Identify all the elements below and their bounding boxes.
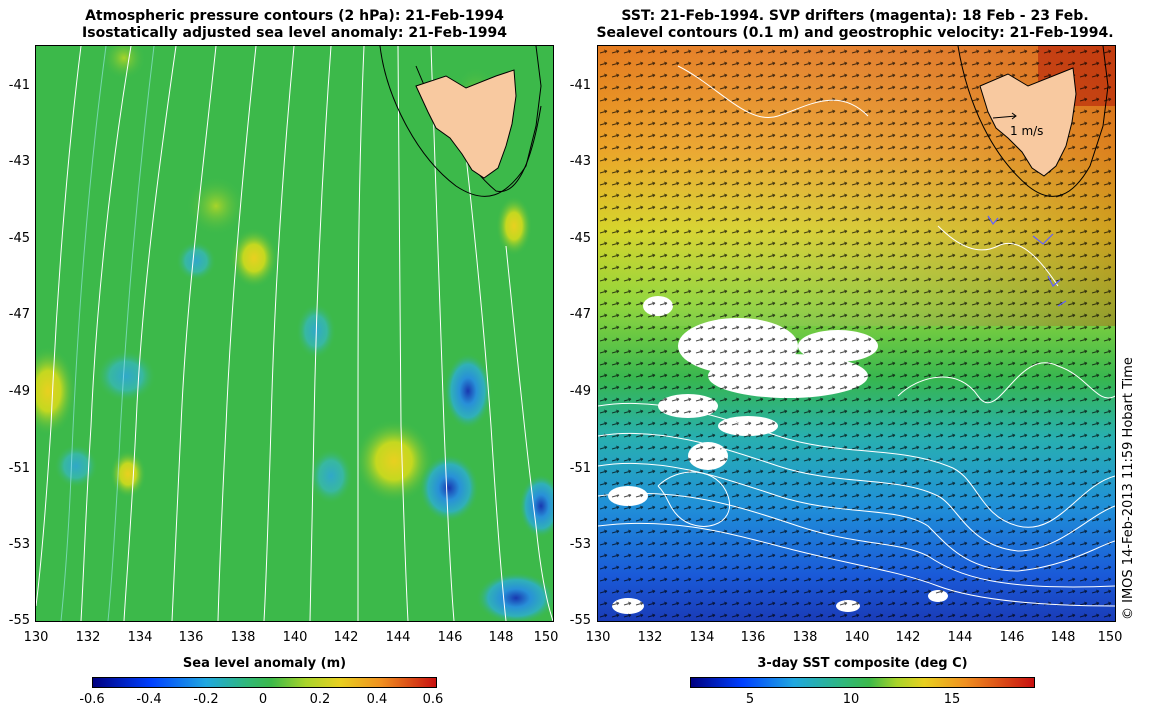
lon-label: 148 [488,630,514,645]
lon-label: 140 [844,630,870,645]
colorbar-tick: 0 [258,692,268,707]
lon-label: 138 [230,630,256,645]
lat-label: -51 [8,461,30,476]
colorbar-tick: 15 [943,692,961,707]
lat-label: -45 [8,231,30,246]
lon-label: 150 [1097,630,1123,645]
colorbar-tick: -0.2 [193,692,219,707]
lon-label: 130 [23,630,49,645]
tasmania-landmass [379,46,542,197]
lat-label: -55 [569,613,591,628]
colorbar-tick: 10 [842,692,860,707]
imos-credit: © IMOS 14-Feb-2013 11:59 Hobart Time [1121,357,1136,620]
cyan-contours [60,46,155,621]
left-title: Atmospheric pressure contours (2 hPa): 2… [36,8,553,42]
sealevel-contours [598,65,1115,607]
lat-label: -49 [8,384,30,399]
lat-label: -43 [8,154,30,169]
lon-label: 142 [333,630,359,645]
sea-level-anomaly-map[interactable] [36,46,553,621]
sst-colorbar [690,677,1035,688]
lat-label: -49 [569,384,591,399]
lat-label: -47 [569,307,591,322]
lon-label: 144 [947,630,973,645]
lon-label: 138 [792,630,818,645]
lat-label: -53 [8,537,30,552]
colorbar-tick: 0.2 [309,692,331,707]
left-map-frame [35,45,554,622]
lon-label: 148 [1050,630,1076,645]
sla-colorbar [92,677,437,688]
right-title-line1: SST: 21-Feb-1994. SVP drifters (magenta)… [621,8,1089,24]
colorbar-tick: 5 [745,692,755,707]
left-title-line1: Atmospheric pressure contours (2 hPa): 2… [85,8,504,24]
svp-drifter-tracks [987,215,1067,307]
colorbar-tick: 0.6 [422,692,444,707]
right-title-line2: Sealevel contours (0.1 m) and geostrophi… [596,25,1114,41]
lon-label: 146 [999,630,1025,645]
lon-label: 132 [637,630,663,645]
lon-label: 136 [178,630,204,645]
lat-label: -43 [569,154,591,169]
colorbar-tick: 0.4 [366,692,388,707]
lon-label: 136 [740,630,766,645]
lat-label: -55 [8,613,30,628]
lat-label: -41 [8,78,30,93]
lat-label: -47 [8,307,30,322]
lon-label: 146 [437,630,463,645]
lon-label: 140 [282,630,308,645]
right-map-frame [597,45,1116,622]
lon-label: 134 [127,630,153,645]
lat-label: -45 [569,231,591,246]
colorbar-tick: -0.4 [136,692,162,707]
left-title-line2: Isostatically adjusted sea level anomaly… [82,25,507,41]
sla-map-svg [36,46,553,621]
lon-label: 150 [533,630,559,645]
sla-colorbar-title: Sea level anomaly (m) [182,656,347,671]
right-title: SST: 21-Feb-1994. SVP drifters (magenta)… [575,8,1135,42]
sst-map[interactable]: 1 m/s [598,46,1115,621]
lon-label: 134 [689,630,715,645]
colorbar-tick: -0.6 [79,692,105,707]
lon-label: 142 [895,630,921,645]
lon-label: 132 [75,630,101,645]
pressure-contours [36,46,553,621]
tasmania-landmass [957,46,1109,197]
lat-label: -51 [569,461,591,476]
lat-label: -53 [569,537,591,552]
lon-label: 130 [585,630,611,645]
scale-arrow-label: 1 m/s [1010,124,1044,138]
lon-label: 144 [385,630,411,645]
lat-label: -41 [569,78,591,93]
sst-map-svg [598,46,1115,621]
sst-colorbar-title: 3-day SST composite (deg C) [757,656,968,671]
